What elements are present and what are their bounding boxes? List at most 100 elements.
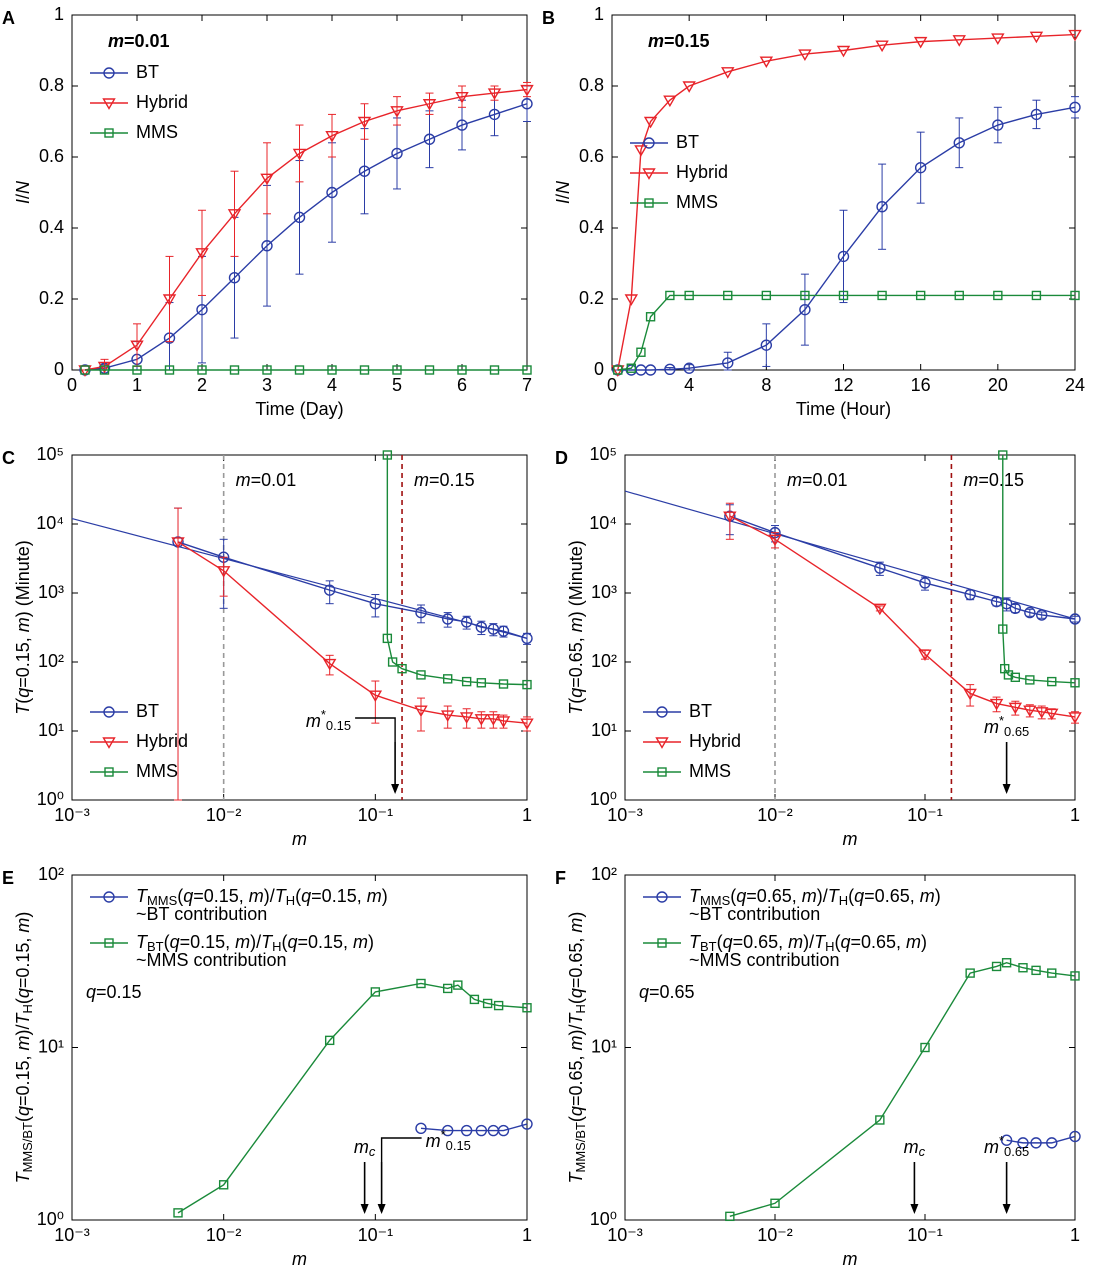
legend-marker	[103, 706, 115, 718]
marker	[424, 365, 435, 375]
series-line	[177, 541, 528, 724]
marker	[626, 363, 636, 373]
marker	[358, 165, 371, 177]
marker	[1070, 971, 1080, 981]
fit-line	[71, 517, 528, 639]
y-tick-label: 10⁰	[37, 789, 64, 809]
marker	[382, 633, 393, 644]
x-tick-label: 1	[522, 1225, 532, 1245]
marker	[260, 173, 274, 186]
x-tick-label: 16	[911, 375, 931, 395]
legend-marker	[656, 891, 668, 903]
marker	[1068, 29, 1082, 42]
x-tick-label: 0	[67, 375, 77, 395]
marker	[324, 1035, 335, 1046]
marker	[368, 690, 383, 703]
arrow-label: mc	[904, 1137, 926, 1160]
marker	[453, 980, 463, 990]
marker	[482, 998, 493, 1009]
marker	[636, 347, 646, 357]
marker	[162, 294, 177, 306]
marker	[873, 603, 887, 616]
arrow-label: m*0.65	[984, 713, 1029, 739]
marker	[770, 1198, 780, 1208]
marker	[475, 621, 488, 633]
marker	[460, 1124, 473, 1137]
legend-marker	[102, 98, 116, 110]
x-tick-label: 0	[607, 375, 617, 395]
marker	[953, 137, 965, 149]
series-line	[729, 515, 1076, 718]
y-tick-label: 10³	[38, 582, 64, 602]
marker	[197, 365, 207, 375]
x-axis-label: m	[843, 829, 858, 849]
legend-note: ~MMS contribution	[689, 950, 840, 970]
legend-label: MMS	[136, 122, 178, 142]
x-axis-label: Time (Day)	[255, 399, 343, 419]
marker	[1010, 672, 1021, 683]
y-tick-label: 0.6	[579, 146, 604, 166]
marker	[721, 67, 735, 79]
marker	[486, 714, 501, 726]
y-tick-label: 10⁰	[590, 789, 617, 809]
marker	[397, 663, 407, 674]
arrow-label: mc	[354, 1137, 376, 1160]
legend-marker	[104, 128, 114, 138]
arrow-label: m*0.65	[984, 1133, 1029, 1159]
legend-marker	[644, 198, 654, 208]
marker	[964, 588, 976, 601]
marker	[991, 961, 1002, 972]
y-tick-label: 0.8	[39, 75, 64, 95]
marker	[415, 606, 427, 619]
legend-label: TMMS(q=0.65, m)/TH(q=0.65, m)	[689, 886, 941, 909]
marker	[1018, 963, 1028, 973]
y-tick-label: 0	[594, 359, 604, 379]
arrow-label: m*0.15	[306, 707, 351, 733]
arrow-bracket	[380, 1137, 422, 1162]
panel-label: A	[2, 8, 15, 28]
y-axis-label: I/N	[553, 180, 573, 204]
legend-marker	[102, 737, 116, 749]
annotation: m=0.01	[108, 31, 170, 51]
marker	[1047, 676, 1057, 687]
legend-marker	[103, 891, 115, 903]
marker	[876, 200, 888, 213]
marker	[875, 1115, 885, 1125]
marker	[913, 36, 928, 49]
legend-marker	[104, 938, 114, 948]
annotation: q=0.15	[86, 982, 142, 1002]
y-axis-label: I/N	[13, 180, 33, 204]
marker	[422, 99, 437, 111]
marker	[836, 45, 851, 58]
marker	[359, 365, 370, 375]
x-tick-label: 24	[1065, 375, 1085, 395]
marker	[497, 1124, 510, 1137]
marker	[919, 577, 931, 589]
arrow-label: m*0.15	[426, 1127, 471, 1153]
marker	[1070, 290, 1080, 301]
y-tick-label: 10²	[591, 864, 617, 884]
legend-marker	[657, 938, 667, 948]
x-tick-label: 10⁻³	[607, 1225, 643, 1245]
x-tick-label: 10⁻³	[54, 1225, 90, 1245]
x-tick-label: 10⁻³	[54, 805, 90, 825]
marker	[522, 365, 532, 375]
marker	[416, 670, 426, 680]
marker	[391, 147, 403, 160]
marker	[455, 91, 469, 104]
marker	[1036, 609, 1048, 621]
x-tick-label: 10⁻¹	[907, 1225, 943, 1245]
series-line	[386, 455, 528, 686]
plot-frame	[71, 454, 528, 801]
y-tick-label: 1	[594, 4, 604, 24]
marker	[1046, 1137, 1058, 1149]
y-axis-label: TMMS/BT(q=0.15, m)/TH(q=0.15, m)	[13, 912, 36, 1184]
marker	[497, 625, 510, 637]
legend-marker	[103, 67, 115, 79]
marker	[496, 716, 511, 728]
marker	[229, 365, 240, 375]
marker	[952, 35, 966, 47]
x-axis-label: Time (Hour)	[796, 399, 891, 419]
